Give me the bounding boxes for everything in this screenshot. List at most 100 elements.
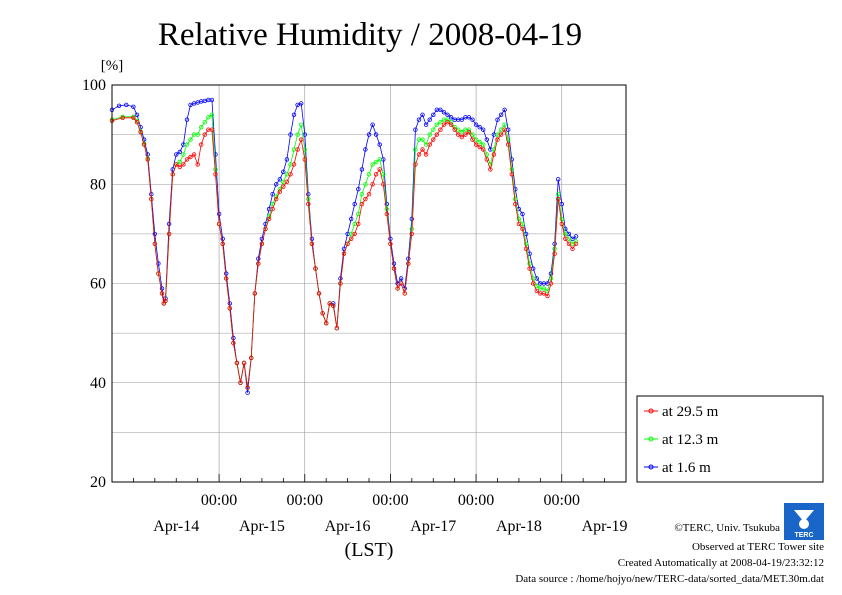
data-point: [388, 241, 393, 246]
data-point: [313, 266, 318, 271]
data-point: [302, 157, 307, 162]
data-point: [349, 216, 354, 222]
data-point: [316, 291, 322, 296]
data-point: [220, 241, 225, 246]
data-point: [431, 112, 436, 117]
y-tick-label: 40: [90, 375, 106, 392]
terc-logo: TERC: [784, 503, 824, 540]
data-point: [438, 127, 443, 132]
legend-swatch-marker: [648, 408, 654, 414]
data-point: [477, 124, 482, 130]
data-point: [174, 152, 179, 157]
logo-text: TERC: [794, 532, 813, 539]
data-point: [434, 132, 439, 137]
data-point: [466, 129, 472, 135]
data-point: [563, 231, 568, 237]
data-point: [327, 301, 332, 306]
data-point: [359, 191, 365, 197]
data-point: [256, 261, 261, 266]
data-point: [181, 162, 186, 167]
data-point: [448, 115, 454, 120]
data-point: [366, 191, 372, 197]
data-point: [291, 112, 297, 117]
data-point: [502, 107, 507, 112]
legend-box: [636, 395, 824, 483]
series-line: [111, 117, 577, 388]
data-point: [288, 172, 293, 177]
data-point: [406, 261, 411, 266]
data-point: [384, 211, 389, 217]
data-point: [502, 127, 507, 132]
data-point: [288, 132, 293, 137]
data-point: [198, 142, 204, 147]
data-point: [281, 184, 286, 189]
data-point: [398, 276, 404, 281]
data-point: [373, 132, 379, 137]
data-point: [188, 137, 193, 142]
x-axis-label: (LST): [345, 539, 394, 561]
data-point: [149, 196, 154, 202]
data-point: [345, 241, 350, 246]
data-point: [470, 117, 475, 122]
data-point: [299, 101, 304, 106]
data-point: [270, 191, 275, 197]
data-point: [234, 360, 240, 366]
data-point: [352, 231, 357, 237]
data-point: [245, 385, 250, 390]
data-point: [552, 251, 557, 256]
data-point: [349, 236, 354, 241]
data-point: [156, 271, 161, 276]
data-point: [391, 261, 397, 266]
data-point: [334, 326, 340, 331]
data-point: [356, 186, 361, 192]
data-point: [573, 239, 579, 244]
data-point: [363, 196, 368, 202]
data-point: [184, 157, 190, 162]
data-point: [352, 201, 357, 207]
data-point: [331, 303, 336, 308]
data-point: [259, 236, 265, 241]
data-point: [541, 291, 547, 296]
data-point: [473, 142, 479, 147]
data-point: [427, 132, 432, 137]
data-point: [491, 147, 497, 152]
data-point: [299, 137, 304, 142]
data-point: [534, 288, 539, 294]
data-point: [420, 137, 425, 142]
data-point: [216, 211, 222, 217]
logo-drop-icon: [794, 510, 814, 522]
data-point: [377, 167, 382, 172]
data-point: [402, 291, 407, 296]
data-point: [209, 127, 215, 132]
footer-observed: Observed at TERC Tower site: [692, 541, 824, 553]
data-point: [484, 157, 489, 162]
data-point: [459, 134, 464, 140]
data-point: [270, 206, 275, 212]
data-point: [502, 122, 507, 127]
data-point: [545, 293, 550, 299]
data-point: [223, 276, 229, 281]
data-point: [238, 380, 243, 385]
data-point: [295, 102, 300, 108]
data-point: [520, 226, 525, 232]
data-point: [338, 281, 343, 286]
x-tick-time-label: 00:00: [544, 492, 580, 509]
data-point: [452, 127, 457, 132]
data-point: [291, 162, 297, 167]
data-point: [398, 281, 404, 286]
data-point: [306, 201, 311, 207]
data-point: [427, 117, 432, 122]
data-point: [523, 241, 529, 246]
data-point: [498, 132, 504, 137]
data-point: [470, 137, 475, 142]
data-point: [213, 172, 218, 177]
legend-item: at 29.5 m: [644, 404, 719, 420]
data-point: [495, 137, 500, 142]
x-tick-date-label: Apr-18: [496, 518, 542, 535]
data-point: [181, 152, 186, 157]
data-point: [256, 256, 261, 261]
data-point: [209, 112, 215, 117]
data-point: [481, 147, 486, 152]
data-point: [373, 172, 379, 177]
